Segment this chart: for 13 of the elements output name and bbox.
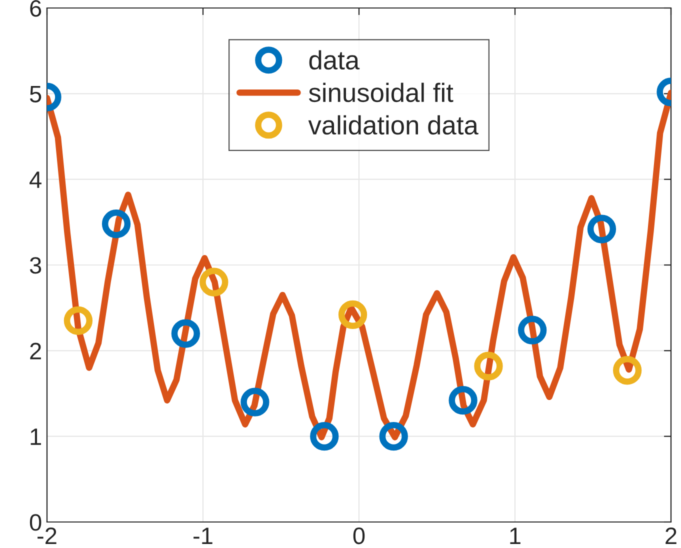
y-tick-label: 5 <box>30 86 42 102</box>
y-tick-label: 2 <box>30 342 41 360</box>
x-tick-label: 0 <box>353 527 365 544</box>
x-tick-label: 2 <box>666 527 676 544</box>
legend-label: data <box>309 50 360 70</box>
y-tick-label: 1 <box>30 428 41 445</box>
y-tick-label: 3 <box>30 257 42 274</box>
x-tick-label: 1 <box>510 528 520 544</box>
legend-label: validation data <box>308 115 478 135</box>
y-tick-label: 6 <box>30 0 42 17</box>
y-tick-label: 4 <box>30 172 42 188</box>
x-tick-label: -1 <box>194 528 212 544</box>
legend-label: sinusoidal fit <box>308 82 454 102</box>
